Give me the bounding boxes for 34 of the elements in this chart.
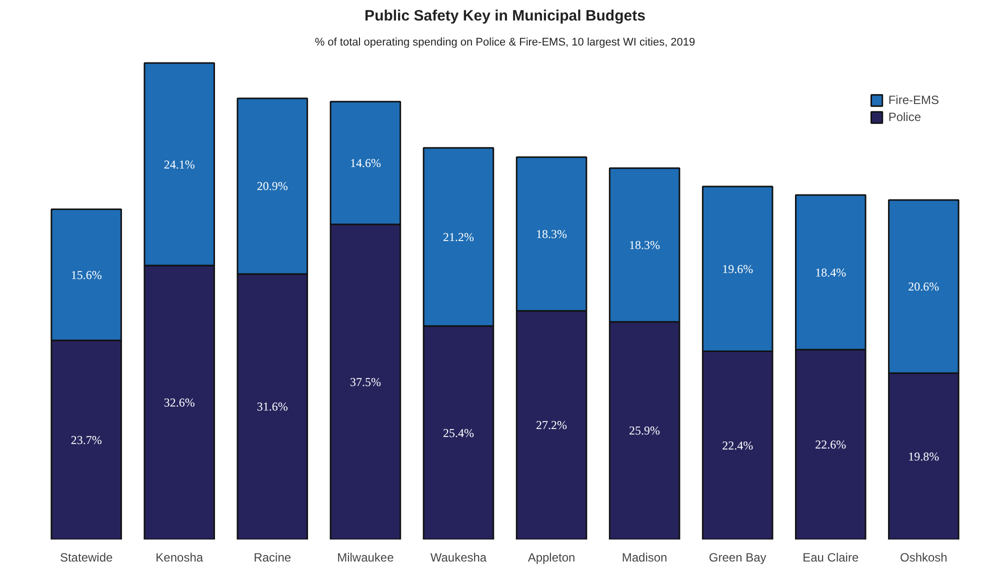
data-label: 37.5% [350,374,381,389]
data-label: 18.4% [815,265,846,280]
x-tick-label: Madison [622,550,668,564]
data-label: 22.6% [815,438,846,452]
x-tick-label: Milwaukee [337,550,394,564]
data-label: 18.3% [629,238,660,252]
data-label: 18.3% [536,227,568,242]
legend-label: Fire-EMS [888,93,939,107]
data-label: 19.6% [722,262,754,276]
data-label: 23.7% [70,432,102,447]
data-label: 19.8% [908,449,940,464]
x-tick-label: Oshkosh [900,550,948,564]
data-label: 31.6% [256,400,288,414]
data-label: 25.9% [629,424,660,438]
x-tick-label: Waukesha [430,550,487,564]
data-label: 32.6% [164,396,195,410]
data-label: 20.6% [908,280,940,294]
chart-subtitle: % of total operating spending on Police & Fire-EMS, 10 largest WI cities, 2019 [314,36,696,48]
data-label: 25.4% [442,426,474,440]
x-tick-label: Statewide [60,550,113,564]
legend-label: Police [888,110,922,124]
chart-title: Public Safety Key in Municipal Budgets [364,8,646,24]
data-label: 21.2% [442,230,474,244]
data-label: 24.1% [164,157,195,172]
x-tick-label: Racine [254,550,292,564]
data-label: 22.4% [722,438,754,452]
x-tick-label: Appleton [528,550,576,564]
data-label: 20.9% [256,179,288,194]
x-tick-label: Eau Claire [802,550,859,564]
data-label: 15.6% [70,268,102,282]
data-label: 14.6% [350,156,381,170]
x-tick-label: Green Bay [708,550,766,564]
x-tick-label: Kenosha [156,550,204,564]
data-label: 27.2% [536,418,568,432]
